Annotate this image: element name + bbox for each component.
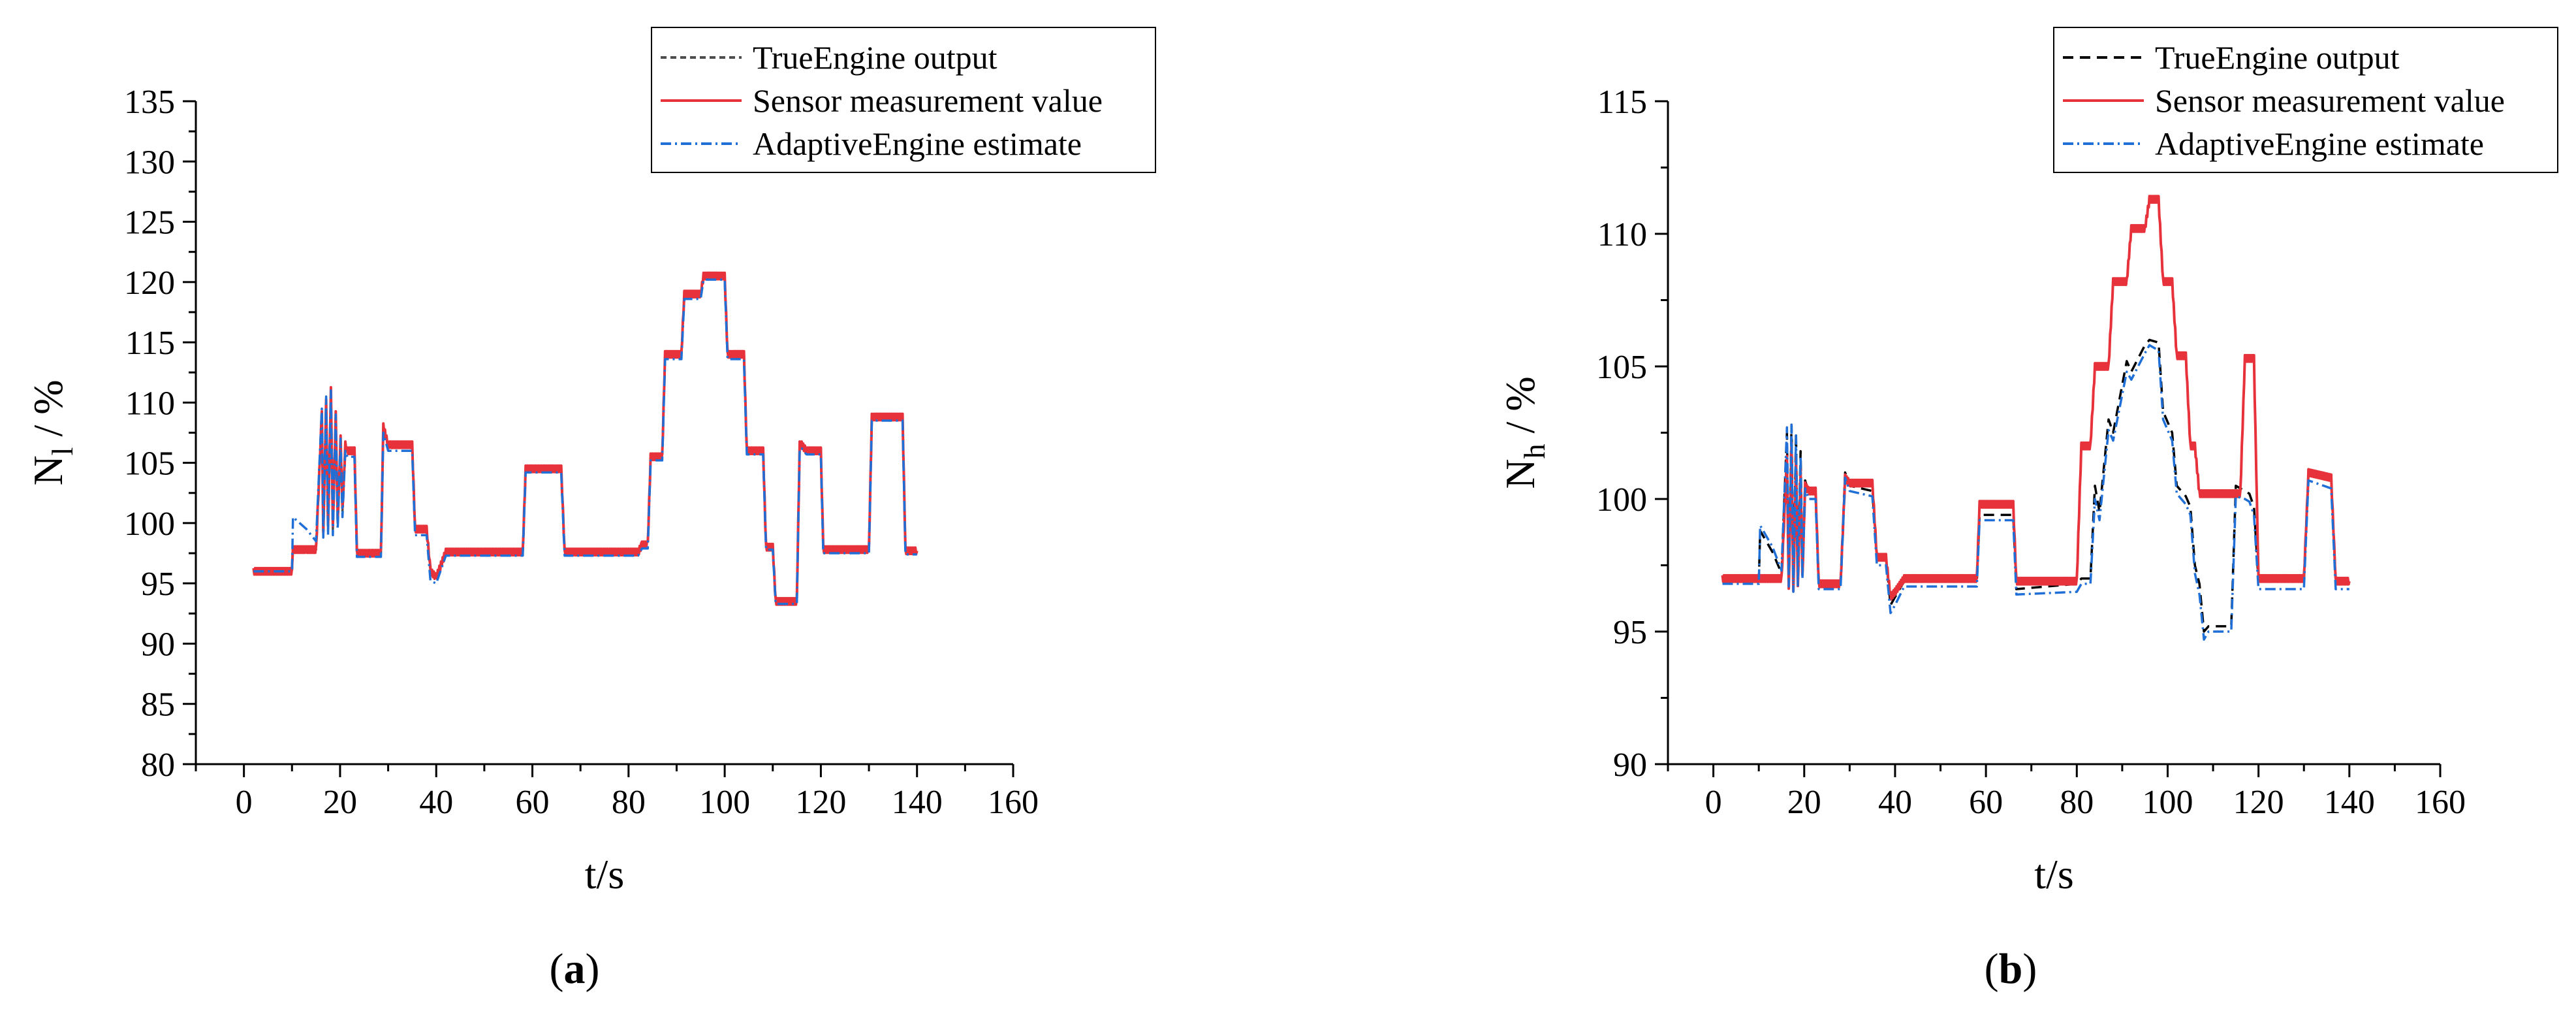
x-tick-label: 80 xyxy=(2060,784,2094,821)
x-tick-label: 120 xyxy=(2233,784,2284,821)
x-tick-label: 20 xyxy=(323,784,357,821)
x-tick-label: 80 xyxy=(612,784,646,821)
y-axis-label-subscript: l xyxy=(46,447,79,456)
y-tick-label: 115 xyxy=(1597,84,1647,121)
y-tick-label: 85 xyxy=(141,686,175,724)
x-tick-label: 60 xyxy=(516,784,550,821)
panel-caption: (a) xyxy=(550,945,600,993)
x-axis-label: t/s xyxy=(585,851,624,897)
panel-caption: (b) xyxy=(1985,945,2037,993)
y-axis-label-subscript: h xyxy=(1518,443,1551,458)
y-axis-label-main: N xyxy=(1497,458,1543,489)
legend: TrueEngine output Sensor measurement valu… xyxy=(2053,27,2558,173)
x-tick-label: 0 xyxy=(1705,784,1722,821)
caption-close-paren: ) xyxy=(2022,945,2037,993)
caption-open-paren: ( xyxy=(550,945,564,993)
y-tick-label: 90 xyxy=(141,626,175,663)
y-tick-label: 80 xyxy=(141,747,175,784)
y-tick-label: 105 xyxy=(124,445,175,483)
y-axis-label-main: N xyxy=(25,455,71,485)
x-tick-label: 140 xyxy=(2324,784,2375,821)
legend-entry: AdaptiveEngine estimate xyxy=(753,125,1082,162)
series-line-adaptiveengine-estimate xyxy=(1722,344,2349,641)
y-tick-label: 110 xyxy=(1597,216,1647,253)
x-tick-label: 160 xyxy=(2415,784,2466,821)
x-tick-label: 0 xyxy=(236,784,253,821)
x-tick-label: 60 xyxy=(1969,784,2003,821)
y-tick-label: 115 xyxy=(125,325,175,362)
y-tick-label: 100 xyxy=(1596,481,1647,519)
caption-letter: b xyxy=(1999,945,2023,993)
y-tick-label: 110 xyxy=(125,385,175,422)
legend-entry: TrueEngine output xyxy=(2155,39,2400,76)
x-tick-label: 20 xyxy=(1787,784,1821,821)
caption-open-paren: ( xyxy=(1985,945,1999,993)
y-tick-label: 95 xyxy=(141,566,175,603)
legend: TrueEngine output Sensor measurement valu… xyxy=(651,27,1156,173)
x-tick-label: 120 xyxy=(795,784,846,821)
chart-panel-b: 0 20 40 60 80 100 120 140 160 90 95 100 105 110 115 t/s… xyxy=(1497,27,2558,993)
y-axis-label: Nl / % xyxy=(25,379,79,485)
y-tick-label: 90 xyxy=(1613,747,1647,784)
y-tick-label: 125 xyxy=(124,204,175,242)
x-tick-label: 40 xyxy=(419,784,453,821)
y-tick-label: 120 xyxy=(124,265,175,302)
legend-entry: Sensor measurement value xyxy=(2155,82,2505,119)
caption-letter: a xyxy=(564,945,586,993)
y-axis-label: Nh / % xyxy=(1497,376,1551,489)
x-tick-label: 100 xyxy=(699,784,750,821)
x-tick-label: 140 xyxy=(892,784,943,821)
y-tick-label: 95 xyxy=(1613,614,1647,651)
y-tick-label: 100 xyxy=(124,506,175,543)
legend-entry: Sensor measurement value xyxy=(753,82,1103,119)
series-line-adaptiveengine-estimate xyxy=(253,278,917,605)
series-line-sensor-measurement-value xyxy=(1721,195,2351,601)
x-tick-label: 160 xyxy=(988,784,1039,821)
y-tick-label: 135 xyxy=(124,84,175,121)
y-tick-label: 130 xyxy=(124,144,175,181)
legend-entry: AdaptiveEngine estimate xyxy=(2155,125,2484,162)
legend-entry: TrueEngine output xyxy=(753,39,997,76)
y-tick-label: 105 xyxy=(1596,349,1647,386)
y-axis-label-unit: / % xyxy=(25,379,71,447)
x-tick-label: 100 xyxy=(2142,784,2193,821)
chart-panel-a: 0 20 40 60 80 100 120 140 160 80 85 90 95 100 105 110 11… xyxy=(25,27,1156,993)
x-axis-label: t/s xyxy=(2034,851,2073,897)
y-axis-label-unit: / % xyxy=(1497,376,1543,443)
caption-close-paren: ) xyxy=(586,945,600,993)
x-tick-label: 40 xyxy=(1878,784,1912,821)
